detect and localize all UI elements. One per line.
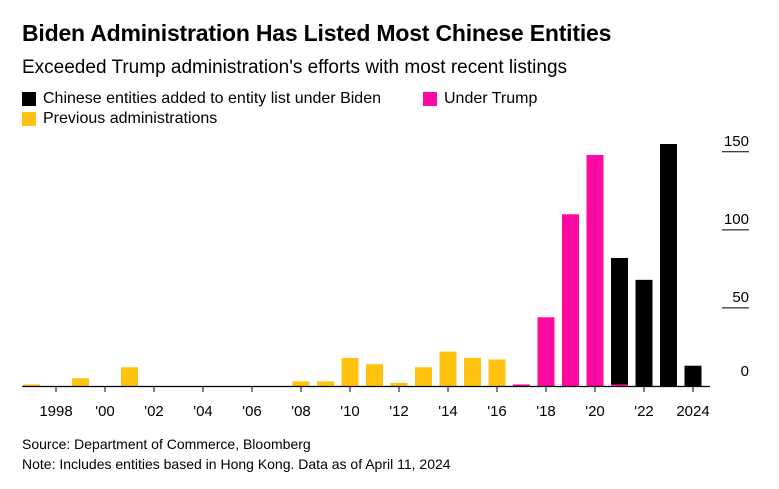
bar <box>635 279 653 386</box>
x-tick-label: '18 <box>536 403 556 420</box>
footer-note: Note: Includes entities based in Hong Ko… <box>22 456 451 472</box>
bar <box>415 367 432 386</box>
x-tick-label: '08 <box>291 403 311 420</box>
x-tick-label: '00 <box>95 403 115 420</box>
legend-label-previous: Previous administrations <box>43 110 218 127</box>
bar <box>464 357 481 386</box>
legend-item-previous: Previous administrations <box>22 110 217 128</box>
legend-swatch-biden <box>22 92 36 106</box>
x-tick-label: '22 <box>634 403 654 420</box>
bar <box>611 384 628 386</box>
bar <box>586 154 604 386</box>
x-tick-label: '14 <box>438 403 458 420</box>
legend-label-trump: Under Trump <box>444 90 538 107</box>
legend-item-biden: Chinese entities added to entity list un… <box>22 90 381 108</box>
x-tick-label: 2024 <box>676 403 709 420</box>
x-tick-label: '04 <box>193 403 213 420</box>
x-tick-label: '06 <box>242 403 262 420</box>
legend-swatch-previous <box>22 112 36 126</box>
bar <box>72 378 89 386</box>
legend-label-biden: Chinese entities added to entity list un… <box>43 90 381 107</box>
bar <box>562 214 579 386</box>
x-tick-label: '02 <box>144 403 164 420</box>
x-tick-label: '20 <box>585 403 605 420</box>
bar <box>366 364 383 386</box>
y-tick-label: 100 <box>724 211 749 228</box>
bar <box>121 367 138 386</box>
chart-subtitle: Exceeded Trump administration's efforts … <box>22 57 568 78</box>
bar <box>439 351 457 386</box>
bar <box>611 257 628 385</box>
bar <box>684 365 702 386</box>
bar <box>537 317 555 386</box>
chart-title: Biden Administration Has Listed Most Chi… <box>22 20 612 46</box>
legend-swatch-trump <box>423 92 437 106</box>
bar <box>292 381 310 386</box>
x-tick-label: '12 <box>389 403 409 420</box>
bar <box>23 384 40 386</box>
y-tick-label: 150 <box>724 133 749 150</box>
bar <box>513 384 530 386</box>
bar <box>341 357 359 386</box>
x-tick-label: '10 <box>340 403 360 420</box>
legend-item-trump: Under Trump <box>423 90 537 108</box>
footer-source: Source: Department of Commerce, Bloomber… <box>22 436 311 452</box>
bar <box>317 381 334 386</box>
bar <box>390 382 408 386</box>
y-tick-label: 0 <box>741 363 749 380</box>
x-tick-label: '16 <box>487 403 507 420</box>
bar <box>488 359 506 386</box>
bar <box>660 144 677 386</box>
x-tick-label: 1998 <box>39 403 72 420</box>
y-tick-label: 50 <box>732 289 749 306</box>
